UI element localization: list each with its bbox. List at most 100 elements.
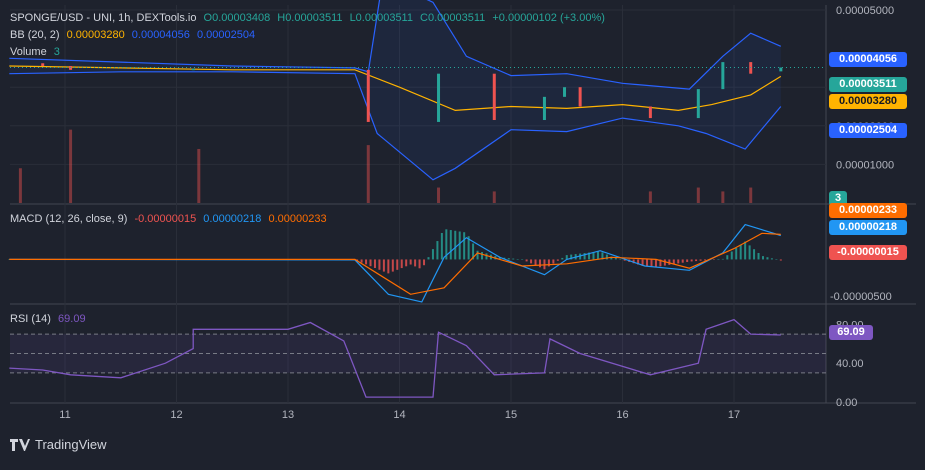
macd-histogram-bar [418, 259, 421, 269]
macd-histogram-bar [534, 259, 537, 266]
macd-histogram-bar [445, 229, 448, 260]
macd-histogram-bar [365, 259, 368, 265]
macd-histogram-bar [467, 236, 470, 260]
brand-name: TradingView [35, 437, 107, 452]
macd-histogram-bar [521, 259, 524, 260]
volume-bar [18, 168, 22, 203]
rsi-label: RSI (14) [10, 313, 51, 325]
macd-histogram-bar [547, 259, 550, 267]
price-legend: SPONGE/USD - UNI, 1h, DEXTools.io O0.000… [10, 12, 609, 24]
macd-histogram-bar [561, 257, 564, 260]
rsi-legend: RSI (14) 69.09 [10, 313, 90, 325]
macd-histogram-bar [739, 244, 742, 260]
macd-histogram-bar [632, 259, 635, 264]
volume-bar [648, 191, 652, 203]
macd-histogram-bar [779, 259, 782, 261]
macd-histogram-bar [695, 259, 698, 262]
bb-upper-line [9, 0, 782, 90]
macd-histogram-bar [717, 259, 720, 260]
rsi-value: 69.09 [58, 313, 86, 325]
macd-histogram-bar [761, 256, 764, 260]
macd-histogram-bar [552, 259, 555, 264]
price-tick-label: 0.00005000 [836, 5, 894, 17]
bb-lower-tag: 0.00002504 [829, 123, 907, 138]
macd-legend: MACD (12, 26, close, 9) -0.00000015 0.00… [10, 213, 331, 225]
macd-hist-value: -0.00000015 [134, 213, 197, 225]
volume-label: Volume [10, 46, 47, 58]
macd-histogram-bar [721, 258, 724, 260]
rsi-tick-label: 0.00 [836, 397, 857, 409]
macd-histogram-bar [619, 259, 622, 260]
macd-histogram-bar [387, 259, 390, 274]
bb-basis-value: 0.00003280 [66, 29, 125, 41]
macd-histogram-bar [623, 259, 626, 261]
macd-histogram-bar [414, 259, 417, 267]
bb-upper-tag: 0.00004056 [829, 52, 907, 67]
macd-label: MACD (12, 26, close, 9) [10, 213, 128, 225]
macd-histogram-bar [454, 230, 457, 260]
macd-histogram-bar [637, 259, 640, 265]
macd-histogram-bar [405, 259, 408, 267]
macd-histogram-bar [583, 253, 586, 260]
macd-histogram-bar [730, 251, 733, 260]
macd-signal-line [9, 232, 781, 295]
macd-histogram-bar [476, 250, 479, 260]
symbol-title: SPONGE/USD - UNI, 1h, DEXTools.io [10, 12, 197, 24]
macd-histogram-bar [677, 259, 680, 264]
macd-histogram-bar [538, 259, 541, 268]
macd-histogram-bar [8, 259, 11, 260]
candle [366, 69, 370, 122]
candle [563, 87, 567, 97]
volume-tag: 3 [829, 191, 847, 206]
price-tick-label: 0.00001000 [836, 159, 894, 171]
ohlc-change: +0.00000102 (+3.00%) [492, 12, 605, 24]
macd-histogram-bar [530, 259, 533, 264]
tradingview-logo[interactable]: TradingView [10, 437, 107, 452]
macd-histogram-bar [512, 258, 515, 260]
macd-histogram-bar [431, 249, 434, 260]
macd-histogram-bar [498, 257, 501, 260]
ohlc-open: O0.00003408 [203, 12, 271, 24]
macd-hist-tag: -0.00000015 [829, 245, 907, 260]
candle [492, 73, 496, 121]
ohlc-low: L0.00003511 [349, 12, 413, 24]
volume-bar [721, 191, 725, 203]
macd-histogram-bar [753, 249, 756, 260]
macd-histogram-bar [373, 259, 376, 268]
candle [542, 96, 546, 121]
macd-histogram-bar [449, 230, 452, 260]
bb-lower-line [9, 71, 782, 181]
volume-bar [749, 187, 753, 203]
macd-histogram-bar [770, 258, 773, 260]
candle [721, 62, 725, 90]
candle [779, 67, 783, 72]
macd-histogram-bar [735, 248, 738, 260]
macd-histogram-bar [378, 259, 381, 270]
macd-histogram-bar [775, 259, 778, 260]
candle [578, 87, 582, 107]
macd-histogram-bar [565, 255, 568, 260]
volume-bar [69, 129, 73, 203]
macd-histogram-bar [659, 259, 662, 267]
candle [648, 106, 652, 119]
x-tick-label: 17 [728, 409, 740, 421]
macd-histogram-bar [463, 232, 466, 260]
macd-histogram-bar [481, 252, 484, 260]
volume-value: 3 [53, 46, 60, 58]
macd-histogram-bar [654, 259, 657, 268]
x-tick-label: 12 [170, 409, 182, 421]
macd-histogram-bar [570, 254, 573, 260]
macd-histogram-bar [748, 245, 751, 260]
bb-legend: BB (20, 2) 0.00003280 0.00004056 0.00002… [10, 29, 259, 41]
candle [437, 73, 441, 122]
macd-histogram-bar [458, 231, 461, 260]
macd-histogram-bar [596, 251, 599, 260]
macd-histogram-bar [672, 259, 675, 265]
macd-histogram-bar [686, 259, 689, 262]
candle [696, 89, 700, 119]
x-tick-label: 14 [393, 409, 405, 421]
volume-bar [366, 145, 370, 203]
macd-histogram-bar [507, 258, 510, 260]
